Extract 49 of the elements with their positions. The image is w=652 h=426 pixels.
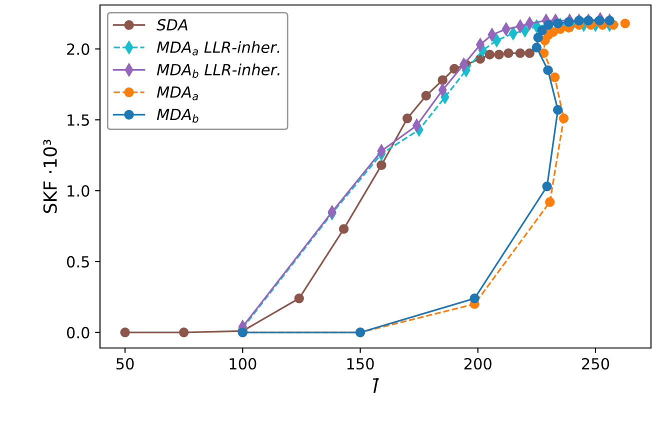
y-tick-label: 0.5 bbox=[66, 256, 89, 268]
point bbox=[421, 90, 431, 101]
point bbox=[558, 114, 569, 124]
point bbox=[564, 17, 574, 27]
point bbox=[294, 294, 304, 304]
point bbox=[552, 105, 563, 115]
point bbox=[438, 75, 448, 85]
y-tick-label: 1.5 bbox=[68, 114, 89, 126]
y-axis-title: SKF ·10³ bbox=[43, 140, 57, 213]
point bbox=[494, 50, 504, 60]
point bbox=[533, 32, 543, 42]
x-axis-title: l̄ bbox=[373, 378, 379, 393]
y-tick-label: 2.0 bbox=[67, 43, 90, 55]
point bbox=[504, 48, 514, 58]
legend-label: MDA$_{b}$ LLR-inher. bbox=[156, 64, 280, 78]
point bbox=[544, 197, 555, 207]
legend-label: MDA$_{a}$ bbox=[156, 86, 198, 100]
point bbox=[552, 18, 563, 28]
x-tick-label: 100 bbox=[230, 358, 256, 370]
x-tick-label: 150 bbox=[347, 358, 374, 370]
x-tick-label: 250 bbox=[582, 358, 610, 370]
point bbox=[376, 160, 386, 170]
point bbox=[544, 20, 554, 30]
point bbox=[542, 182, 552, 192]
point bbox=[120, 328, 130, 338]
point bbox=[449, 64, 460, 74]
point bbox=[470, 294, 480, 304]
point bbox=[550, 72, 560, 82]
point bbox=[524, 48, 534, 58]
point bbox=[574, 16, 584, 26]
point bbox=[515, 48, 526, 58]
y-tick-label: 1.0 bbox=[68, 185, 90, 197]
legend-label: MDA$_{b}$ bbox=[156, 108, 198, 123]
y-tick-label: 0.0 bbox=[66, 326, 90, 338]
x-tick-label: 50 bbox=[116, 358, 134, 370]
x-tick-label: 200 bbox=[464, 358, 492, 370]
point bbox=[532, 42, 542, 52]
legend-label: SDA bbox=[156, 19, 188, 31]
point bbox=[537, 26, 547, 36]
point bbox=[484, 50, 494, 60]
point bbox=[584, 16, 594, 26]
point bbox=[402, 114, 412, 124]
point bbox=[543, 65, 553, 76]
point bbox=[178, 328, 189, 338]
point bbox=[620, 18, 630, 28]
point bbox=[604, 16, 614, 26]
point bbox=[594, 16, 604, 26]
point bbox=[338, 224, 349, 234]
legend-label: MDA$_{a}$ LLR-inher. bbox=[156, 41, 280, 56]
